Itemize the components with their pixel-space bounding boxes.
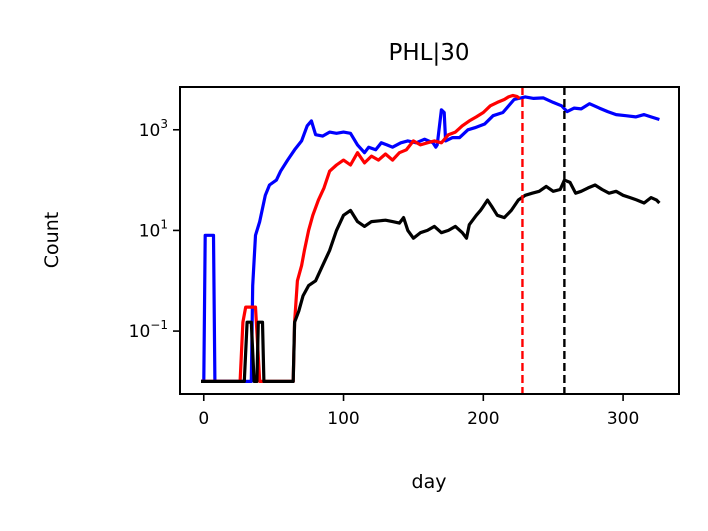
x-tick-label: 100 xyxy=(327,409,359,429)
x-tick-label: 300 xyxy=(607,409,639,429)
chart-title: PHL|30 xyxy=(389,40,470,66)
series-line-1 xyxy=(201,93,521,383)
y-axis-ticks: 10−1 101 103 xyxy=(129,117,180,342)
vline-layer xyxy=(521,87,566,394)
x-tick-label: 200 xyxy=(467,409,499,429)
x-axis-label: day xyxy=(412,471,447,493)
y-axis-label: Count xyxy=(41,212,63,268)
series-line-2 xyxy=(201,178,661,383)
y-tick-label: 101 xyxy=(139,217,168,241)
x-axis-ticks: 0 100 200 300 xyxy=(198,394,639,429)
series-line-0 xyxy=(201,95,660,383)
series-layer xyxy=(201,93,661,383)
x-tick-label: 0 xyxy=(198,409,209,429)
plot-frame xyxy=(179,86,680,395)
y-tick-label: 103 xyxy=(139,117,168,141)
y-tick-label: 10−1 xyxy=(129,318,168,342)
